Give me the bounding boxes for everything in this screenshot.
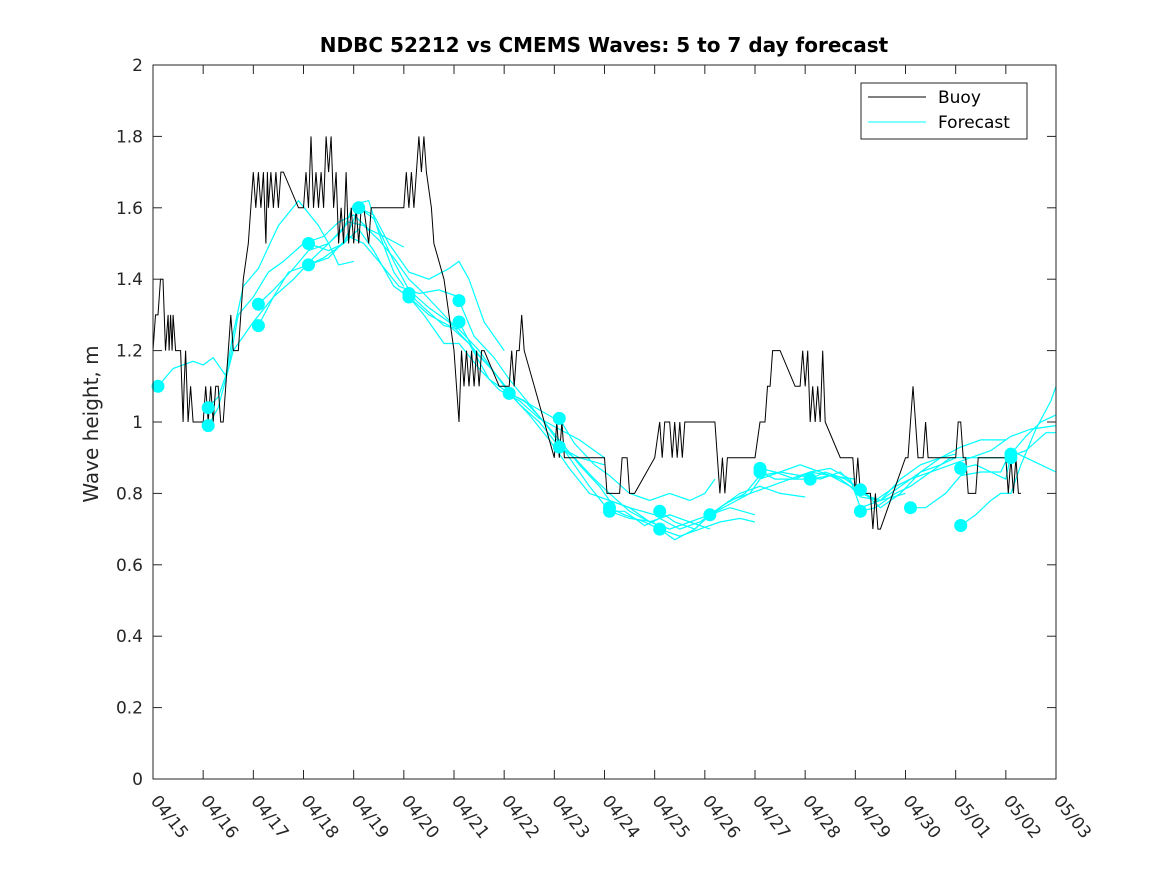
forecast-marker-3 xyxy=(251,297,265,311)
forecast-run-line-9 xyxy=(408,296,605,459)
forecast-marker-27 xyxy=(954,519,968,532)
y-tick-label: 1.4 xyxy=(116,270,143,290)
y-tick-label: 1.6 xyxy=(116,199,143,219)
forecast-run-line-4 xyxy=(257,235,460,326)
forecast-marker-10 xyxy=(452,294,466,308)
legend-forecast-label: Forecast xyxy=(938,113,1010,133)
forecast-marker-16 xyxy=(603,504,616,518)
plot-area xyxy=(151,136,1057,541)
forecast-run-line-27 xyxy=(960,414,1057,480)
buoy-line xyxy=(152,136,1021,530)
y-tick-label: 1.2 xyxy=(116,342,143,362)
forecast-run-line-13 xyxy=(558,418,716,502)
forecast-marker-21 xyxy=(753,465,767,479)
forecast-run-line-12 xyxy=(508,392,711,530)
forecast-marker-9 xyxy=(402,290,416,304)
forecast-marker-29 xyxy=(1004,451,1018,465)
forecast-marker-0 xyxy=(151,379,165,393)
forecast-run-line-2 xyxy=(207,199,405,426)
forecast-run-line-17 xyxy=(659,471,856,530)
y-tick-label: 0.6 xyxy=(116,556,143,576)
forecast-marker-11 xyxy=(452,315,466,329)
forecast-run-line-3 xyxy=(257,221,455,327)
legend-buoy-label: Buoy xyxy=(938,88,981,108)
y-tick-label: 1 xyxy=(132,413,143,433)
forecast-marker-5 xyxy=(302,237,315,250)
y-tick-label: 0.4 xyxy=(116,627,143,647)
forecast-marker-4 xyxy=(251,319,265,333)
y-tick-label: 1.8 xyxy=(116,127,143,147)
legend-box xyxy=(860,82,1028,140)
forecast-marker-7 xyxy=(352,201,366,215)
forecast-run-line-26 xyxy=(960,386,1057,526)
forecast-run-line-16 xyxy=(609,485,806,530)
forecast-marker-13 xyxy=(552,411,566,425)
y-tick-label: 2 xyxy=(132,56,143,76)
forecast-marker-24 xyxy=(853,504,867,518)
y-tick-label: 0.2 xyxy=(116,699,143,719)
forecast-marker-22 xyxy=(803,472,817,486)
forecast-run-line-14 xyxy=(558,446,756,530)
forecast-marker-18 xyxy=(653,522,667,536)
legend: Buoy Forecast xyxy=(860,82,1028,140)
forecast-run-line-15 xyxy=(609,507,756,537)
forecast-marker-1 xyxy=(201,401,215,415)
forecast-run-line-10 xyxy=(458,300,655,523)
forecast-run-line-18 xyxy=(659,471,856,541)
y-tick-label: 0.8 xyxy=(116,484,143,504)
forecast-marker-25 xyxy=(904,501,917,515)
forecast-marker-17 xyxy=(653,504,667,518)
forecast-marker-12 xyxy=(502,386,516,400)
forecast-marker-14 xyxy=(552,440,566,454)
forecast-marker-2 xyxy=(201,419,215,433)
forecast-marker-6 xyxy=(302,258,315,272)
forecast-marker-19 xyxy=(703,508,717,522)
y-tick-label: 0 xyxy=(132,770,143,790)
y-axis-label: Wave height, m xyxy=(79,345,103,502)
forecast-run-line-22 xyxy=(809,439,1006,509)
forecast-marker-23 xyxy=(853,483,867,497)
chart-title: NDBC 52212 vs CMEMS Waves: 5 to 7 day fo… xyxy=(320,33,889,57)
forecast-marker-26 xyxy=(954,461,968,475)
